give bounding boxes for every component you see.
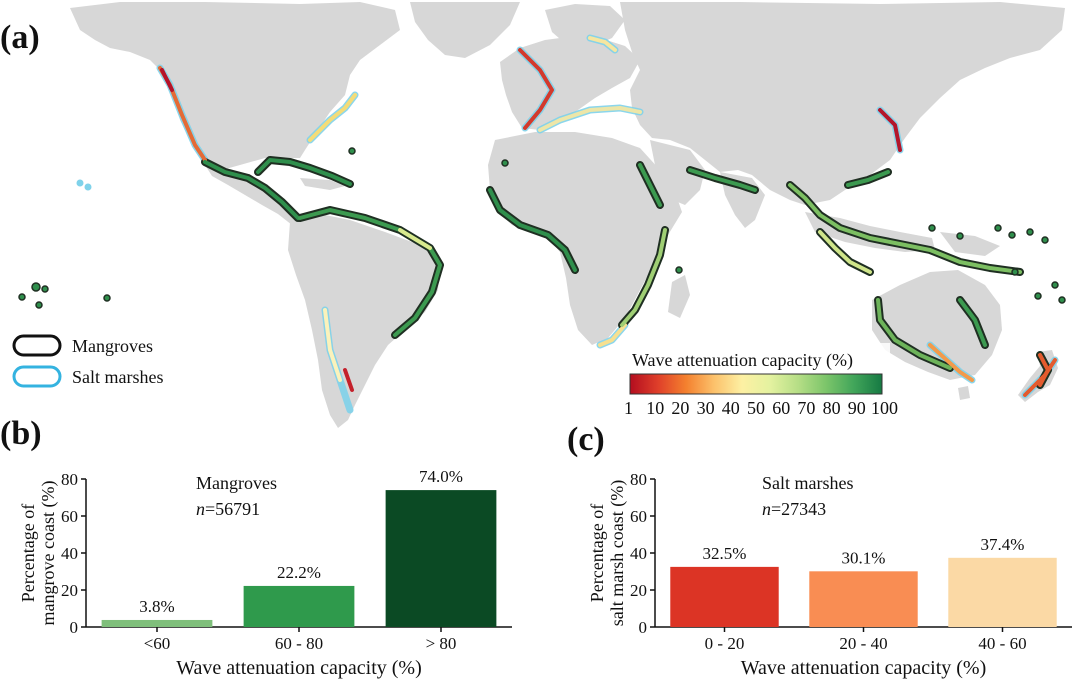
colorbar-tick-label: 20 [671, 398, 689, 418]
legend-mangroves-label: Mangroves [72, 336, 153, 356]
colorbar-tick-label: 70 [797, 398, 815, 418]
bar-value-label: 74.0% [419, 467, 463, 486]
y-tick-label: 0 [70, 618, 79, 637]
x-tick-label: 0 - 20 [705, 634, 745, 653]
bar-value-label: 32.5% [703, 544, 747, 563]
bar [101, 619, 213, 627]
x-axis-label: Wave attenuation capacity (%) [741, 657, 987, 679]
colorbar-tick-label: 100 [871, 398, 898, 418]
world-land [70, 2, 1065, 428]
bar [809, 571, 918, 627]
panel-a-label: (a) [0, 19, 40, 56]
annotation-n: n=56791 [196, 499, 260, 519]
colorbar-tick-label: 1 [624, 398, 633, 418]
map-legend: Mangroves Salt marshes [12, 334, 164, 388]
x-tick-label: 20 - 40 [839, 634, 887, 653]
bar [670, 566, 779, 627]
legend-mangroves-swatch [12, 334, 62, 357]
bar [385, 490, 497, 627]
y-tick-label: 80 [61, 470, 78, 489]
coastal-wetland-lines [18, 34, 1066, 414]
x-tick-label: 40 - 60 [978, 634, 1026, 653]
bar-value-label: 30.1% [842, 548, 886, 567]
annotation-title: Salt marshes [762, 473, 854, 493]
y-tick-label: 0 [639, 618, 648, 637]
bar-value-label: 22.2% [277, 563, 321, 582]
legend-salt-marshes-swatch [12, 365, 62, 388]
x-tick-label: 60 - 80 [275, 634, 323, 653]
bar [243, 585, 355, 627]
annotation-title: Mangroves [196, 473, 277, 493]
annotation-n: n=27343 [762, 499, 826, 519]
bar-value-label: 37.4% [981, 535, 1025, 554]
x-tick-label: > 80 [426, 634, 457, 653]
colorbar: Wave attenuation capacity (%) 1 10 20 30 40 5… [620, 343, 898, 418]
y-axis-label: Percentage ofmangrove coast (%) [18, 481, 59, 626]
colorbar-tick-label: 30 [697, 398, 715, 418]
colorbar-tick-label: 60 [772, 398, 790, 418]
y-tick-label: 60 [630, 507, 647, 526]
colorbar-tick-label: 40 [722, 398, 740, 418]
y-tick-label: 20 [630, 581, 647, 600]
panel-c-label: (c) [567, 421, 605, 458]
x-tick-label: <60 [144, 634, 171, 653]
y-axis-label: Percentage ofsalt marsh coast (%) [587, 480, 628, 626]
colorbar-tick-label: 50 [747, 398, 765, 418]
y-tick-label: 20 [61, 581, 78, 600]
panel-b-label: (b) [0, 415, 42, 452]
y-tick-label: 40 [61, 544, 78, 563]
bar [948, 557, 1057, 627]
colorbar-gradient [629, 373, 883, 395]
legend-salt-marshes-label: Salt marshes [72, 367, 164, 387]
y-tick-label: 40 [630, 544, 647, 563]
colorbar-tick-label: 90 [848, 398, 866, 418]
colorbar-title: Wave attenuation capacity (%) [632, 350, 853, 371]
panel-a-map: (a) Mangroves Salt marshes Wave attenuat… [0, 2, 1066, 428]
bar-value-label: 3.8% [139, 597, 174, 616]
colorbar-tick-label: 10 [646, 398, 664, 418]
x-axis-label: Wave attenuation capacity (%) [176, 657, 422, 679]
y-tick-label: 80 [630, 470, 647, 489]
y-tick-label: 60 [61, 507, 78, 526]
colorbar-tick-label: 80 [823, 398, 841, 418]
